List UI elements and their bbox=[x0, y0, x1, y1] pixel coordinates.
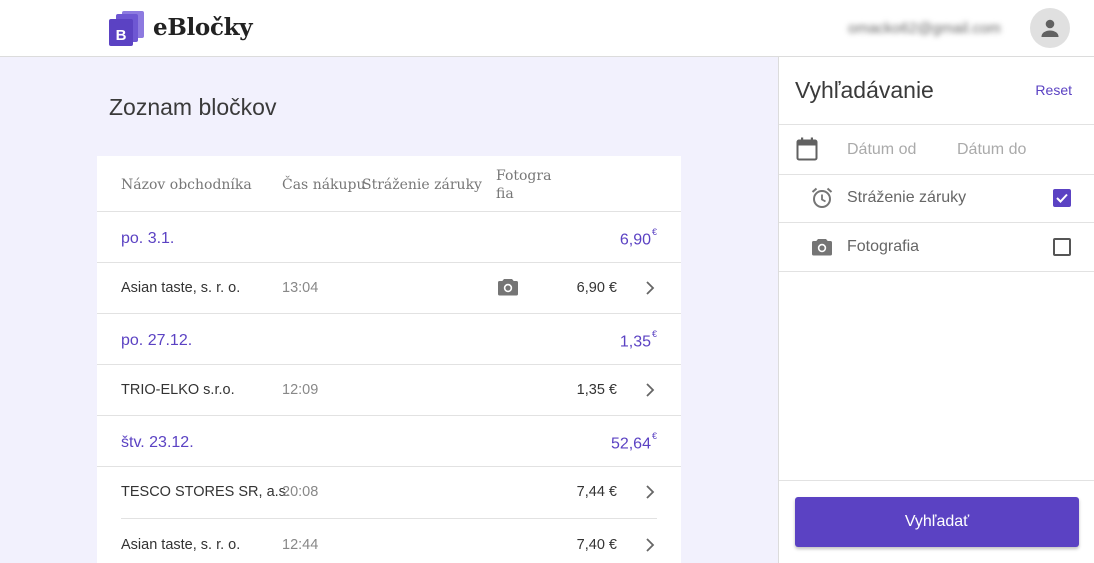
receipts-table: Názov obchodníka Čas nákupu Stráženie zá… bbox=[97, 156, 681, 563]
app-header: B eBločky omacko62@gmail.com bbox=[0, 0, 1094, 57]
chevron-right-icon[interactable] bbox=[645, 484, 655, 504]
panel-divider bbox=[779, 480, 1094, 481]
group-date: po. 27.12. bbox=[121, 332, 193, 349]
receipt-merchant: TRIO-ELKO s.r.o. bbox=[121, 382, 235, 398]
row-divider bbox=[121, 518, 657, 519]
brand-name[interactable]: eBločky bbox=[153, 14, 253, 41]
panel-divider bbox=[779, 124, 1094, 125]
column-merchant[interactable]: Názov obchodníka bbox=[121, 177, 252, 193]
group-total: 1,35€ bbox=[619, 329, 657, 351]
user-avatar-icon[interactable] bbox=[1030, 8, 1070, 48]
camera-icon bbox=[497, 277, 519, 301]
group-date: štv. 23.12. bbox=[121, 434, 194, 451]
receipt-time: 20:08 bbox=[282, 484, 319, 500]
receipt-time: 12:44 bbox=[282, 537, 319, 553]
filter-photo-label: Fotografia bbox=[847, 238, 920, 255]
calendar-icon[interactable] bbox=[796, 137, 818, 166]
svg-text:B: B bbox=[116, 27, 127, 44]
search-panel: Vyhľadávanie Reset Dátum od Dátum do Str… bbox=[778, 57, 1094, 563]
table-header: Názov obchodníka Čas nákupu Stráženie zá… bbox=[97, 156, 681, 212]
alarm-clock-icon bbox=[811, 187, 833, 214]
filter-photo-checkbox[interactable] bbox=[1053, 238, 1071, 256]
date-group-header: po. 3.1. 6,90€ bbox=[97, 213, 681, 263]
user-email: omacko62@gmail.com bbox=[848, 20, 1001, 37]
filter-warranty-label: Stráženie záruky bbox=[847, 189, 967, 206]
date-group-header: štv. 23.12. 52,64€ bbox=[97, 417, 681, 467]
receipt-row[interactable]: Asian taste, s. r. o. 12:44 7,40 € bbox=[97, 519, 681, 563]
reset-button[interactable]: Reset bbox=[1035, 82, 1072, 98]
column-photo-part2[interactable]: fia bbox=[496, 186, 514, 202]
receipt-row[interactable]: Asian taste, s. r. o. 13:04 6,90 € bbox=[97, 262, 681, 314]
column-time[interactable]: Čas nákupu bbox=[282, 177, 366, 193]
camera-icon bbox=[811, 237, 833, 262]
chevron-right-icon[interactable] bbox=[645, 382, 655, 402]
app-logo-icon[interactable]: B bbox=[108, 10, 146, 46]
panel-divider bbox=[779, 222, 1094, 223]
panel-divider bbox=[779, 271, 1094, 272]
receipt-row[interactable]: TRIO-ELKO s.r.o. 12:09 1,35 € bbox=[97, 364, 681, 416]
date-to-input[interactable]: Dátum do bbox=[957, 141, 1027, 158]
receipt-price: 6,90 € bbox=[576, 280, 617, 296]
column-photo-part1[interactable]: Fotogra bbox=[496, 168, 552, 184]
column-warranty[interactable]: Stráženie záruky bbox=[362, 177, 482, 193]
receipt-price: 1,35 € bbox=[576, 382, 617, 398]
date-from-input[interactable]: Dátum od bbox=[847, 141, 917, 158]
receipt-row[interactable]: TESCO STORES SR, a.s. 20:08 7,44 € bbox=[97, 466, 681, 518]
group-total: 52,64€ bbox=[610, 431, 657, 453]
search-button[interactable]: Vyhľadať bbox=[795, 497, 1079, 547]
page-title: Zoznam bločkov bbox=[109, 94, 277, 120]
panel-divider bbox=[779, 174, 1094, 175]
receipt-time: 13:04 bbox=[282, 280, 319, 296]
date-group-header: po. 27.12. 1,35€ bbox=[97, 315, 681, 365]
receipt-merchant: Asian taste, s. r. o. bbox=[121, 280, 241, 296]
receipt-time: 12:09 bbox=[282, 382, 319, 398]
group-total: 6,90€ bbox=[619, 227, 657, 249]
receipt-price: 7,44 € bbox=[576, 484, 617, 500]
group-date: po. 3.1. bbox=[121, 230, 175, 247]
chevron-right-icon[interactable] bbox=[645, 537, 655, 557]
receipt-merchant: Asian taste, s. r. o. bbox=[121, 537, 241, 553]
receipt-price: 7,40 € bbox=[576, 537, 617, 553]
filter-warranty-checkbox[interactable] bbox=[1053, 189, 1071, 207]
receipt-merchant: TESCO STORES SR, a.s. bbox=[121, 484, 290, 500]
search-panel-title: Vyhľadávanie bbox=[795, 77, 934, 103]
chevron-right-icon[interactable] bbox=[645, 280, 655, 300]
